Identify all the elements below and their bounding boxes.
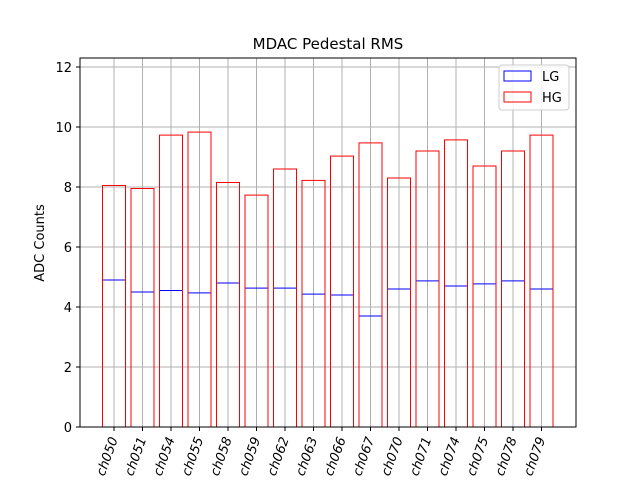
y-tick-label: 2 bbox=[64, 361, 72, 376]
y-tick-label: 12 bbox=[55, 61, 72, 76]
y-tick-label: 8 bbox=[64, 181, 72, 196]
legend-swatch-hg bbox=[503, 91, 532, 103]
y-axis: 0 2 4 6 8 10 12 bbox=[55, 61, 80, 436]
y-axis-label: ADC Counts bbox=[33, 204, 48, 282]
grid bbox=[80, 58, 576, 428]
y-tick-label: 10 bbox=[55, 121, 72, 136]
legend-label-lg: LG bbox=[542, 70, 559, 85]
y-tick-label: 0 bbox=[64, 421, 72, 436]
y-tick-label: 4 bbox=[64, 301, 72, 316]
plot-frame bbox=[79, 57, 577, 428]
legend-swatch-lg bbox=[503, 70, 532, 82]
legend-frame bbox=[498, 64, 570, 111]
legend: LG HG bbox=[498, 64, 570, 111]
y-tick-label: 6 bbox=[64, 241, 72, 256]
legend-label-hg: HG bbox=[542, 91, 562, 106]
chart-title: MDAC Pedestal RMS bbox=[253, 35, 404, 53]
